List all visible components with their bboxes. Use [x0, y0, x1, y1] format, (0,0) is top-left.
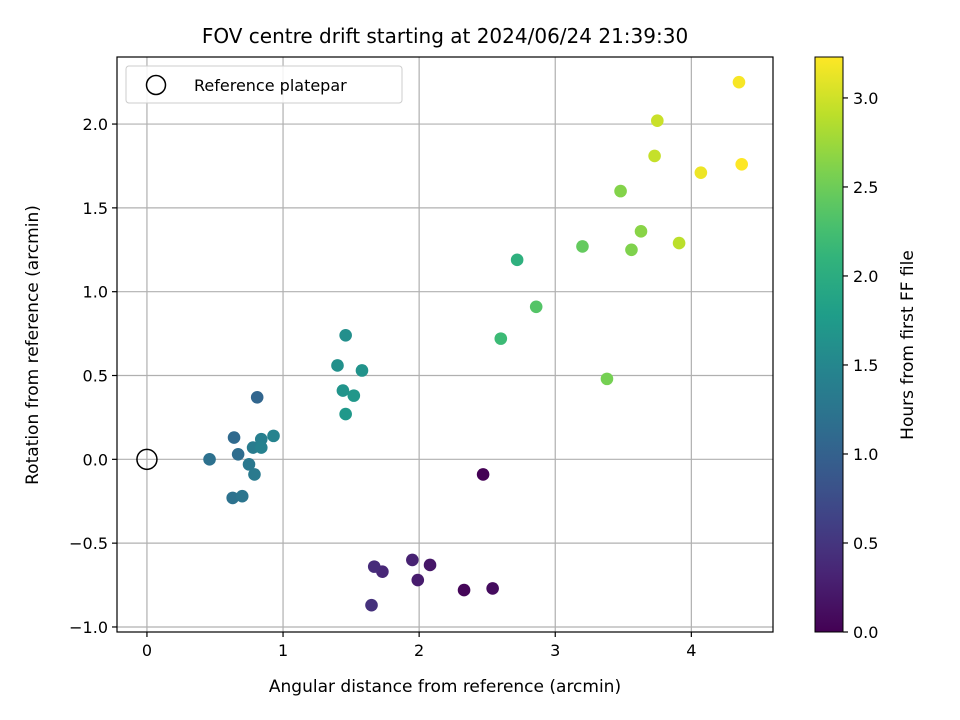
- data-point: [365, 598, 378, 612]
- x-tick-label: 3: [550, 641, 560, 660]
- x-tick-label: 2: [414, 641, 424, 660]
- data-point: [634, 225, 648, 238]
- data-point: [331, 359, 344, 372]
- data-point: [267, 429, 280, 443]
- data-point: [336, 384, 350, 397]
- data-point: [529, 300, 543, 314]
- plot-area: [117, 57, 773, 632]
- y-tick-label: −1.0: [69, 618, 108, 637]
- data-point: [227, 431, 241, 444]
- data-point: [510, 253, 524, 267]
- y-tick-label: 0.5: [83, 367, 108, 386]
- data-point: [625, 243, 638, 257]
- data-point: [735, 157, 748, 171]
- data-point: [203, 453, 216, 466]
- data-point: [476, 468, 490, 481]
- legend-marker: [145, 74, 167, 96]
- colorbar-tick-label: 0.5: [853, 534, 878, 553]
- colorbar-tick-label: 0.0: [853, 623, 878, 642]
- chart-title: FOV centre drift starting at 2024/06/24 …: [202, 24, 688, 48]
- data-point: [339, 407, 352, 421]
- data-point: [355, 364, 369, 377]
- y-tick-label: 0.0: [83, 450, 108, 469]
- data-point: [411, 573, 425, 587]
- data-point: [242, 458, 256, 471]
- data-point: [457, 583, 471, 597]
- y-tick-label: −0.5: [69, 534, 108, 553]
- grid-lines: [117, 57, 773, 632]
- colorbar-tick-label: 2.5: [853, 178, 878, 197]
- data-point: [248, 468, 261, 481]
- data-point: [423, 558, 437, 572]
- x-tick-label: 0: [142, 641, 152, 660]
- data-point: [254, 441, 268, 454]
- data-point: [406, 553, 419, 567]
- data-point: [347, 389, 361, 402]
- data-point: [250, 391, 264, 404]
- y-tick-label: 1.0: [83, 283, 108, 302]
- y-tick-label: 1.5: [83, 199, 108, 218]
- data-point: [600, 372, 614, 386]
- data-point: [486, 582, 499, 595]
- data-point: [732, 75, 746, 89]
- legend-label: Reference platepar: [194, 76, 347, 95]
- legend: Reference platepar: [125, 65, 403, 104]
- axes: 0 1 2 3 4 −1.0 −0.5 0.0 0.5 1.0 1.5 2.0: [69, 56, 774, 660]
- legend-box: [125, 65, 403, 104]
- y-axis-label: Rotation from reference (arcmin): [23, 205, 43, 485]
- data-point: [648, 149, 661, 163]
- data-point: [367, 560, 381, 573]
- data-point: [339, 328, 352, 342]
- data-point: [235, 489, 249, 503]
- data-point: [672, 236, 686, 250]
- data-point: [576, 240, 589, 253]
- colorbar-gradient: [814, 56, 844, 633]
- data-point: [614, 184, 627, 198]
- data-point: [694, 166, 708, 179]
- colorbar-tick-label: 2.0: [853, 267, 878, 286]
- colorbar: 0.0 0.5 1.0 1.5 2.0 2.5 3.0: [814, 56, 878, 642]
- data-point: [231, 448, 245, 461]
- y-tick-label: 2.0: [83, 115, 108, 134]
- colorbar-label: Hours from first FF file: [898, 250, 918, 440]
- colorbar-tick-label: 3.0: [853, 89, 878, 108]
- colorbar-tick-label: 1.5: [853, 356, 878, 375]
- x-tick-label: 4: [686, 641, 696, 660]
- scatter-points: [136, 75, 748, 612]
- x-tick-label: 1: [278, 641, 288, 660]
- x-axis-label: Angular distance from reference (arcmin): [269, 677, 621, 697]
- colorbar-tick-label: 1.0: [853, 445, 878, 464]
- plot-frame: [116, 56, 774, 633]
- reference-point: [136, 448, 158, 471]
- data-point: [651, 114, 664, 128]
- data-point: [494, 332, 508, 345]
- data-point: [226, 491, 239, 505]
